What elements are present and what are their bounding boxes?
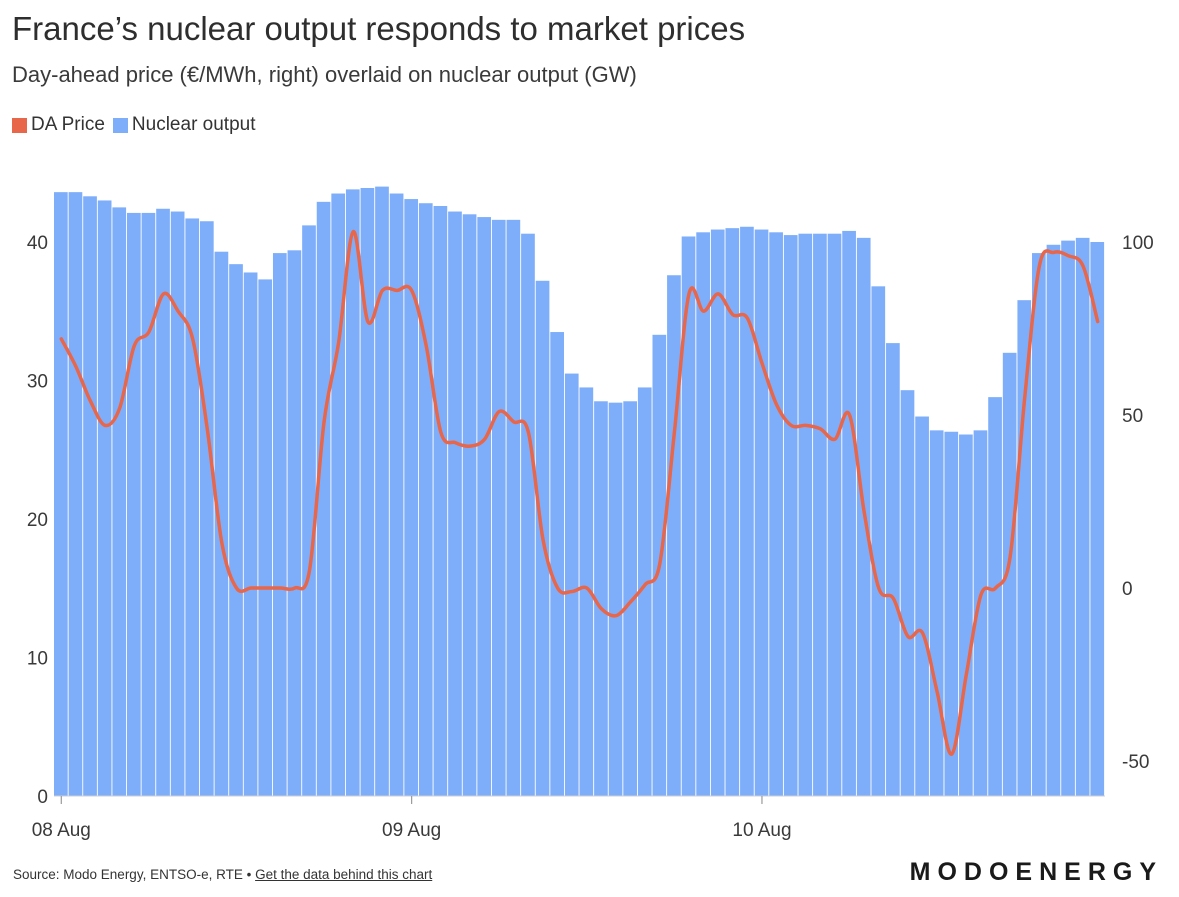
bar-nuclear-output [141,212,156,796]
bar-nuclear-output [710,229,725,797]
bar-nuclear-output [477,217,492,796]
bar-nuclear-output [199,221,214,797]
bar-nuclear-output [959,434,973,796]
bar-nuclear-output [229,264,243,796]
data-link[interactable]: Get the data behind this chart [255,867,433,882]
bar-nuclear-output [404,199,419,796]
bar-nuclear-output [506,219,521,797]
bar-nuclear-output [827,233,842,796]
bar-nuclear-output [594,401,608,796]
bar-nuclear-output [272,253,287,796]
legend-swatch-da-price [12,117,27,133]
bar-nuclear-output [725,228,740,796]
bar-nuclear-output [433,205,448,797]
bar-nuclear-output [243,272,258,797]
bar-nuclear-output [623,401,637,796]
bar-nuclear-output [170,211,185,796]
bar-nuclear-output [929,430,944,796]
bar-nuclear-output [360,187,375,797]
bar-nuclear-output [345,189,360,796]
bar-nuclear-output [287,250,302,796]
bar-nuclear-output [521,233,535,796]
bar-nuclear-output [871,286,886,796]
legend-item-da-price: DA Price [12,114,105,136]
chart-subtitle: Day-ahead price (€/MWh, right) overlaid … [12,62,637,87]
bar-nuclear-output [389,193,404,796]
left-axis-tick-label: 0 [37,787,48,808]
bar-nuclear-output [579,387,594,796]
left-axis-tick-label: 20 [27,510,48,531]
legend-label-nuclear-output: Nuclear output [131,114,256,135]
right-axis-tick-label: 50 [1122,406,1143,427]
bar-nuclear-output [783,235,798,796]
bar-nuclear-output [1061,240,1075,796]
legend: DA Price Nuclear output [12,114,264,136]
bar-nuclear-output [258,279,273,796]
bar-nuclear-output [696,232,710,797]
bar-nuclear-output [798,233,813,796]
bar-nuclear-output [1017,300,1032,796]
modo-energy-logo: MODOENERGY [909,858,1163,886]
x-axis-tick-label: 09 Aug [382,820,441,841]
bar-nuclear-output [316,201,331,797]
bar-nuclear-output [886,343,900,796]
source-note: Source: Modo Energy, ENTSO-e, RTE • Get … [13,867,432,882]
bar-nuclear-output [608,402,623,796]
bar-nuclear-output [842,230,856,797]
right-axis-tick-label: -50 [1122,752,1149,773]
bar-nuclear-output [988,397,1002,796]
bar-nuclear-output [302,225,316,796]
bar-nuclear-output [83,196,97,797]
bar-nuclear-output [185,218,200,796]
bar-nuclear-output [126,212,141,796]
bar-nuclear-output [681,236,696,796]
bar-nuclear-output [754,229,769,797]
bar-nuclear-output [418,203,433,797]
line-da-price [59,229,1100,756]
bar-nuclear-output [1002,352,1017,796]
right-axis-tick-label: 0 [1122,579,1133,600]
bar-nuclear-output [973,430,988,796]
legend-label-da-price: DA Price [31,114,105,135]
bar-nuclear-output [944,431,959,796]
x-axis-tick-label: 08 Aug [32,820,91,841]
bar-nuclear-output [112,207,127,797]
right-axis-tick-label: 100 [1122,233,1154,254]
bar-nuclear-output [564,373,579,796]
bar-nuclear-output [769,232,783,797]
bar-nuclear-output [214,251,229,796]
bar-nuclear-output [1032,253,1046,796]
left-axis-tick-label: 40 [27,233,48,254]
bar-nuclear-output [900,390,915,796]
bar-nuclear-output [462,214,477,797]
bar-nuclear-output [491,219,506,797]
source-text: Source: Modo Energy, ENTSO-e, RTE • [13,867,252,882]
legend-swatch-nuclear-output [112,117,128,133]
bar-nuclear-output [740,226,754,796]
bar-nuclear-output [97,200,112,796]
bar-nuclear-output [448,211,462,796]
left-axis-tick-label: 30 [27,372,48,393]
bar-nuclear-output [54,192,68,796]
bar-nuclear-output [375,186,389,797]
left-axis-tick-label: 10 [27,649,48,670]
x-axis-tick-label: 10 Aug [732,820,791,841]
bar-nuclear-output [813,233,827,796]
bar-nuclear-output [1075,237,1090,797]
bar-nuclear-output [331,193,346,796]
bar-nuclear-output [637,387,652,796]
bar-nuclear-output [550,332,565,796]
bar-nuclear-output [1090,242,1105,796]
bar-nuclear-output [667,275,681,796]
bar-nuclear-output [68,192,83,796]
bar-nuclear-output [915,416,929,796]
bar-nuclear-output [156,208,170,796]
chart-title: France’s nuclear output responds to mark… [12,10,746,47]
bar-nuclear-output [1046,244,1061,796]
legend-item-nuclear-output: Nuclear output [112,114,256,136]
